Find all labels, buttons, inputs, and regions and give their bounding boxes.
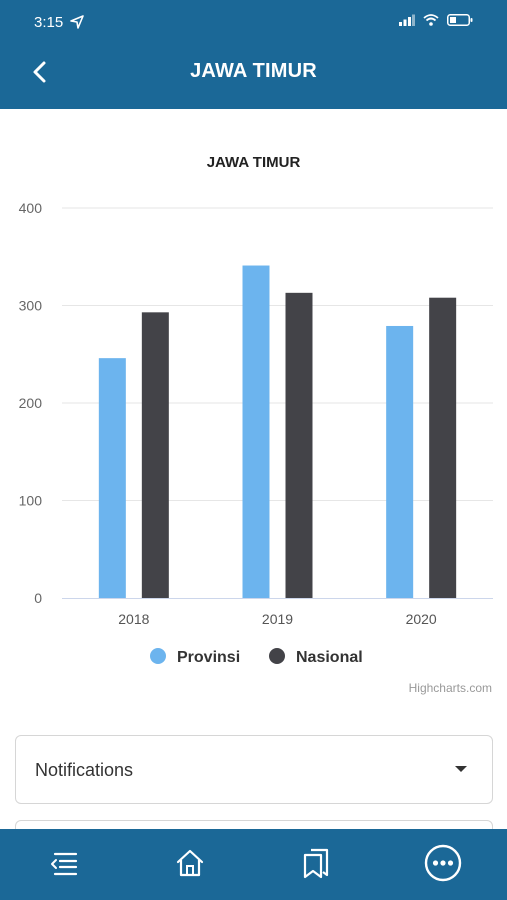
status-indicators bbox=[399, 14, 473, 26]
menu-button[interactable] bbox=[42, 841, 86, 885]
x-tick-label: 2020 bbox=[406, 611, 437, 627]
bookmarks-icon bbox=[303, 848, 329, 879]
status-time: 3:15 bbox=[34, 14, 64, 31]
notifications-dropdown[interactable]: Notifications bbox=[15, 735, 493, 804]
x-tick-label: 2018 bbox=[118, 611, 149, 627]
legend-label-provinsi: Provinsi bbox=[177, 649, 240, 666]
caret-down-icon bbox=[455, 766, 467, 772]
chart-container: JAWA TIMUR 0 100 200 300 400 2018 2019 2020 Provi… bbox=[0, 109, 507, 709]
y-tick-label: 200 bbox=[19, 395, 43, 411]
back-button[interactable] bbox=[24, 56, 56, 88]
more-button[interactable] bbox=[421, 841, 465, 885]
bottom-nav bbox=[0, 829, 507, 900]
home-icon bbox=[176, 849, 204, 877]
app-bar: JAWA TIMUR bbox=[0, 38, 507, 109]
notifications-label: Notifications bbox=[35, 760, 134, 780]
bar-provinsi-2019 bbox=[242, 265, 270, 598]
bar-provinsi-2018 bbox=[98, 358, 126, 598]
signal-icon bbox=[399, 14, 415, 26]
bookmarks-button[interactable] bbox=[294, 841, 338, 885]
x-tick-label: 2019 bbox=[262, 611, 293, 627]
bar-provinsi-2020 bbox=[386, 325, 414, 598]
y-tick-label: 300 bbox=[19, 298, 43, 314]
bar-chart: JAWA TIMUR 0 100 200 300 400 2018 2019 2020 Provi… bbox=[19, 154, 493, 695]
y-tick-label: 400 bbox=[19, 200, 43, 216]
y-tick-label: 100 bbox=[19, 493, 43, 509]
legend-marker-provinsi bbox=[150, 648, 166, 664]
y-tick-label: 0 bbox=[34, 590, 42, 606]
back-arrow-icon bbox=[33, 61, 46, 83]
bar-nasional-2019 bbox=[285, 292, 313, 598]
more-icon bbox=[424, 844, 462, 882]
chart-title: JAWA TIMUR bbox=[207, 154, 301, 171]
chart-credit: Highcharts.com bbox=[409, 681, 492, 695]
page-title: JAWA TIMUR bbox=[190, 60, 317, 82]
home-button[interactable] bbox=[168, 841, 212, 885]
status-bar: 3:15 bbox=[0, 0, 507, 38]
wifi-icon bbox=[423, 14, 439, 26]
bar-nasional-2020 bbox=[429, 297, 457, 598]
battery-icon bbox=[447, 14, 473, 26]
legend-marker-nasional bbox=[269, 648, 285, 664]
bar-nasional-2018 bbox=[141, 312, 169, 598]
legend-label-nasional: Nasional bbox=[296, 649, 363, 666]
menu-list-icon bbox=[51, 852, 78, 876]
location-arrow-icon bbox=[70, 15, 84, 29]
